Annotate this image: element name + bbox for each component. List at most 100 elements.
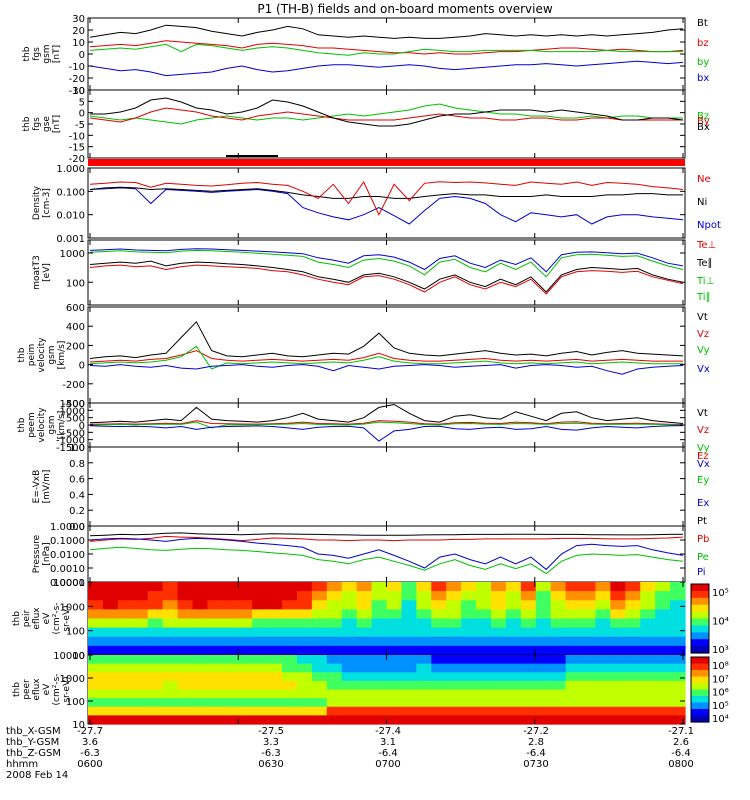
heatmap-cell: [356, 698, 373, 708]
heatmap-cell: [580, 591, 597, 601]
heatmap-cell: [267, 689, 283, 699]
heatmap-cell: [326, 627, 343, 638]
heatmap-cell: [177, 618, 194, 629]
y-tick-label: -400: [62, 399, 85, 410]
colorbar-tick-label: 10⁵: [712, 701, 729, 712]
heatmap-cell: [132, 706, 149, 716]
heatmap-cell: [267, 672, 283, 682]
heatmap-cell: [446, 609, 462, 620]
heatmap-cell: [147, 655, 164, 665]
heatmap-cell: [520, 591, 537, 601]
heatmap-cell: [446, 715, 462, 725]
heatmap-cell: [580, 715, 597, 725]
heatmap-cell: [461, 706, 477, 716]
legend-entry: Vt: [697, 408, 708, 419]
y-tick-label: 10: [72, 38, 85, 49]
colorbar-tick-label: 10⁴: [712, 617, 729, 628]
series-line: [89, 248, 684, 273]
y-tick-label: -1000: [56, 436, 85, 447]
heatmap-cell: [222, 618, 238, 629]
heatmap-cell: [311, 689, 328, 699]
heatmap-cell: [476, 609, 492, 620]
heatmap-cell: [401, 618, 417, 629]
heatmap-cell: [311, 655, 328, 665]
heatmap-cell: [580, 618, 597, 629]
heatmap-cell: [446, 645, 462, 656]
heatmap-cell: [610, 680, 626, 691]
heatmap-cell: [341, 618, 358, 629]
heatmap-cell: [371, 706, 388, 716]
heatmap-cell: [565, 689, 582, 699]
heatmap-cell: [535, 698, 552, 708]
y-tick-label: 0: [79, 50, 85, 61]
heatmap-cell: [386, 655, 403, 665]
heatmap-cell: [147, 689, 164, 699]
y-tick-label: 1.0000: [50, 522, 85, 533]
heatmap-cell: [132, 689, 149, 699]
heatmap-cell: [490, 706, 507, 716]
heatmap-cell: [177, 636, 194, 647]
heatmap-cell: [416, 618, 432, 629]
heatmap-cell: [461, 689, 477, 699]
heatmap-cell: [655, 591, 671, 601]
heatmap-cell: [476, 680, 492, 691]
heatmap-cell: [386, 715, 403, 725]
heatmap-cell: [520, 706, 537, 716]
y-tick-label: 400: [66, 322, 85, 333]
heatmap-cell: [490, 689, 507, 699]
heatmap-cell: [670, 609, 686, 620]
heatmap-cell: [535, 706, 552, 716]
heatmap-cell: [102, 618, 119, 629]
heatmap-cell: [565, 698, 582, 708]
heatmap-cell: [520, 609, 537, 620]
heatmap-cell: [655, 663, 671, 673]
y-tick-label: 0.4: [69, 490, 85, 501]
heatmap-cell: [490, 698, 507, 708]
y-axis-label: sr-eV): [62, 605, 72, 631]
y-tick-label: 200: [66, 341, 85, 352]
heatmap-cell: [386, 645, 403, 656]
heatmap-cell: [476, 636, 492, 647]
heatmap-cell: [476, 663, 492, 673]
heatmap-cell: [535, 645, 552, 656]
series-line: [89, 60, 684, 77]
heatmap-cell: [550, 600, 567, 610]
footer-row-label: hhmm: [6, 759, 38, 770]
series-line: [89, 40, 684, 55]
colorbar-segment: [691, 670, 709, 674]
heatmap-cell: [550, 591, 567, 601]
heatmap-cell: [267, 706, 283, 716]
heatmap-cell: [565, 609, 582, 620]
heatmap-cell: [252, 672, 268, 682]
heatmap-cell: [326, 600, 343, 610]
mode-flag-bar: [88, 155, 685, 166]
colorbar-segment: [691, 618, 709, 623]
heatmap-cell: [192, 663, 208, 673]
series-line: [89, 181, 684, 216]
y-tick-label: 0.001: [56, 234, 85, 245]
heatmap-cell: [640, 609, 656, 620]
heatmap-cell: [416, 600, 432, 610]
legend-entry: bz: [697, 38, 709, 49]
heatmap-cell: [386, 609, 403, 620]
heatmap-cell: [550, 609, 567, 620]
heatmap-cell: [595, 698, 611, 708]
heatmap-cell: [267, 609, 283, 620]
heatmap-cell: [655, 698, 671, 708]
heatmap-cell: [192, 627, 208, 638]
heatmap-cell: [595, 618, 611, 629]
heatmap-cell: [595, 689, 611, 699]
heatmap-cell: [147, 591, 164, 601]
colorbar-segment: [691, 649, 709, 654]
heatmap-cell: [490, 627, 507, 638]
heatmap-cell: [476, 591, 492, 601]
y-tick-label: 0.0001: [50, 578, 85, 589]
heatmap-cell: [580, 698, 597, 708]
heatmap-cell: [296, 645, 313, 656]
y-axis-label: thb: [12, 611, 22, 626]
heatmap-cell: [610, 582, 626, 592]
heatmap-cell: [192, 715, 208, 725]
heatmap-cell: [192, 706, 208, 716]
legend-entry: Ti⊥: [696, 276, 714, 287]
heatmap-cell: [655, 645, 671, 656]
